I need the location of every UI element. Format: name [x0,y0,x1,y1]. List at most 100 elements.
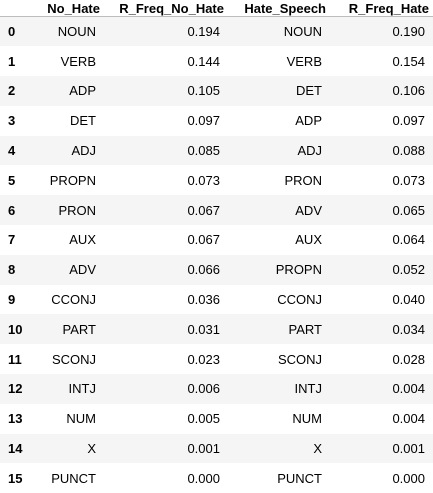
cell-r-freq-no-hate: 0.031 [187,321,220,337]
row-index: 14 [8,441,23,457]
table-row: 1 VERB 0.144 VERB 0.154 [0,46,433,77]
cell-hate-speech: NUM [292,411,322,427]
cell-hate-speech: X [313,441,322,457]
cell-r-freq-no-hate: 0.144 [187,53,220,69]
cell-r-freq-hate: 0.106 [392,83,425,99]
cell-r-freq-hate: 0.065 [392,202,425,218]
table-row: 8 ADV 0.066 PROPN 0.052 [0,254,433,285]
row-index: 5 [8,172,16,188]
cell-no-hate: AUX [69,232,96,248]
column-header-r-freq-hate: R_Freq_Hate [330,0,433,17]
row-index: 3 [8,113,16,129]
cell-r-freq-hate: 0.028 [392,351,425,367]
cell-hate-speech: NOUN [283,24,322,40]
cell-r-freq-no-hate: 0.097 [187,113,220,129]
cell-r-freq-hate: 0.154 [392,53,425,69]
table-row: 14 X 0.001 X 0.001 [0,433,433,464]
cell-r-freq-no-hate: 0.067 [187,232,220,248]
row-index: 13 [8,411,23,427]
cell-no-hate: PRON [58,202,96,218]
cell-no-hate: PART [62,321,96,337]
cell-hate-speech: INTJ [294,381,322,397]
row-index: 10 [8,321,23,337]
cell-r-freq-no-hate: 0.001 [187,441,220,457]
cell-no-hate: X [87,441,96,457]
table-row: 2 ADP 0.105 DET 0.106 [0,76,433,106]
cell-no-hate: CCONJ [51,292,96,308]
row-index: 1 [8,53,16,69]
cell-r-freq-no-hate: 0.105 [187,83,220,99]
cell-hate-speech: ADP [295,113,322,129]
table-row: 7 AUX 0.067 AUX 0.064 [0,225,433,255]
table-row: 5 PROPN 0.073 PRON 0.073 [0,165,433,196]
cell-hate-speech: DET [296,83,322,99]
table-row: 3 DET 0.097 ADP 0.097 [0,105,433,136]
cell-hate-speech: AUX [295,232,322,248]
row-index: 8 [8,262,16,278]
cell-r-freq-hate: 0.040 [392,292,425,308]
table-row: 15 PUNCT 0.000 PUNCT 0.000 [0,463,433,493]
cell-hate-speech: SCONJ [277,351,322,367]
cell-no-hate: INTJ [68,381,96,397]
cell-hate-speech: PUNCT [277,470,322,486]
cell-r-freq-hate: 0.064 [392,232,425,248]
cell-no-hate: ADP [69,83,96,99]
row-index: 0 [8,24,16,40]
row-index: 2 [8,83,16,99]
cell-no-hate: DET [70,113,96,129]
cell-r-freq-hate: 0.001 [392,441,425,457]
row-index: 6 [8,202,16,218]
cell-no-hate: ADV [69,262,96,278]
cell-r-freq-no-hate: 0.036 [187,292,220,308]
table-row: 0 NOUN 0.194 NOUN 0.190 [0,16,433,47]
table-row: 12 INTJ 0.006 INTJ 0.004 [0,374,433,404]
cell-no-hate: SCONJ [51,351,96,367]
cell-r-freq-hate: 0.004 [392,381,425,397]
table-row: 11 SCONJ 0.023 SCONJ 0.028 [0,344,433,375]
cell-no-hate: NUM [66,411,96,427]
cell-r-freq-hate: 0.004 [392,411,425,427]
row-index: 9 [8,292,16,308]
column-header-r-freq-no-hate: R_Freq_No_Hate [104,0,228,17]
table-header: No_Hate R_Freq_No_Hate Hate_Speech R_Fre… [0,0,433,17]
cell-hate-speech: CCONJ [277,292,322,308]
row-index: 15 [8,470,23,486]
cell-no-hate: NOUN [57,24,96,40]
cell-r-freq-hate: 0.000 [392,470,425,486]
cell-r-freq-no-hate: 0.067 [187,202,220,218]
cell-r-freq-no-hate: 0.006 [187,381,220,397]
cell-r-freq-no-hate: 0.194 [187,24,220,40]
cell-r-freq-hate: 0.097 [392,113,425,129]
cell-r-freq-hate: 0.190 [392,24,425,40]
cell-no-hate: PUNCT [51,470,96,486]
row-index: 7 [8,232,16,248]
cell-r-freq-hate: 0.034 [392,321,425,337]
cell-no-hate: ADJ [71,143,96,159]
header-row: No_Hate R_Freq_No_Hate Hate_Speech R_Fre… [0,0,433,17]
cell-no-hate: VERB [60,53,96,69]
cell-hate-speech: PROPN [275,262,322,278]
cell-r-freq-no-hate: 0.023 [187,351,220,367]
table-row: 4 ADJ 0.085 ADJ 0.088 [0,135,433,166]
column-header-no-hate: No_Hate [28,0,104,17]
cell-r-freq-hate: 0.052 [392,262,425,278]
cell-r-freq-no-hate: 0.085 [187,143,220,159]
cell-r-freq-hate: 0.073 [392,172,425,188]
cell-hate-speech: VERB [286,53,322,69]
row-index: 12 [8,381,23,397]
column-header-hate-speech: Hate_Speech [228,0,330,17]
cell-r-freq-no-hate: 0.066 [187,262,220,278]
index-column-header [0,0,28,17]
cell-hate-speech: PRON [284,172,322,188]
cell-hate-speech: ADV [295,202,322,218]
cell-r-freq-no-hate: 0.073 [187,172,220,188]
table-row: 9 CCONJ 0.036 CCONJ 0.040 [0,284,433,315]
table-row: 10 PART 0.031 PART 0.034 [0,314,433,345]
table-row: 13 NUM 0.005 NUM 0.004 [0,403,433,434]
cell-r-freq-no-hate: 0.000 [187,470,220,486]
cell-hate-speech: PART [288,321,322,337]
table-row: 6 PRON 0.067 ADV 0.065 [0,195,433,226]
cell-r-freq-hate: 0.088 [392,143,425,159]
table-body: 0 NOUN 0.194 NOUN 0.190 1 VERB 0.144 VERB 0.154 2 A… [0,16,433,493]
